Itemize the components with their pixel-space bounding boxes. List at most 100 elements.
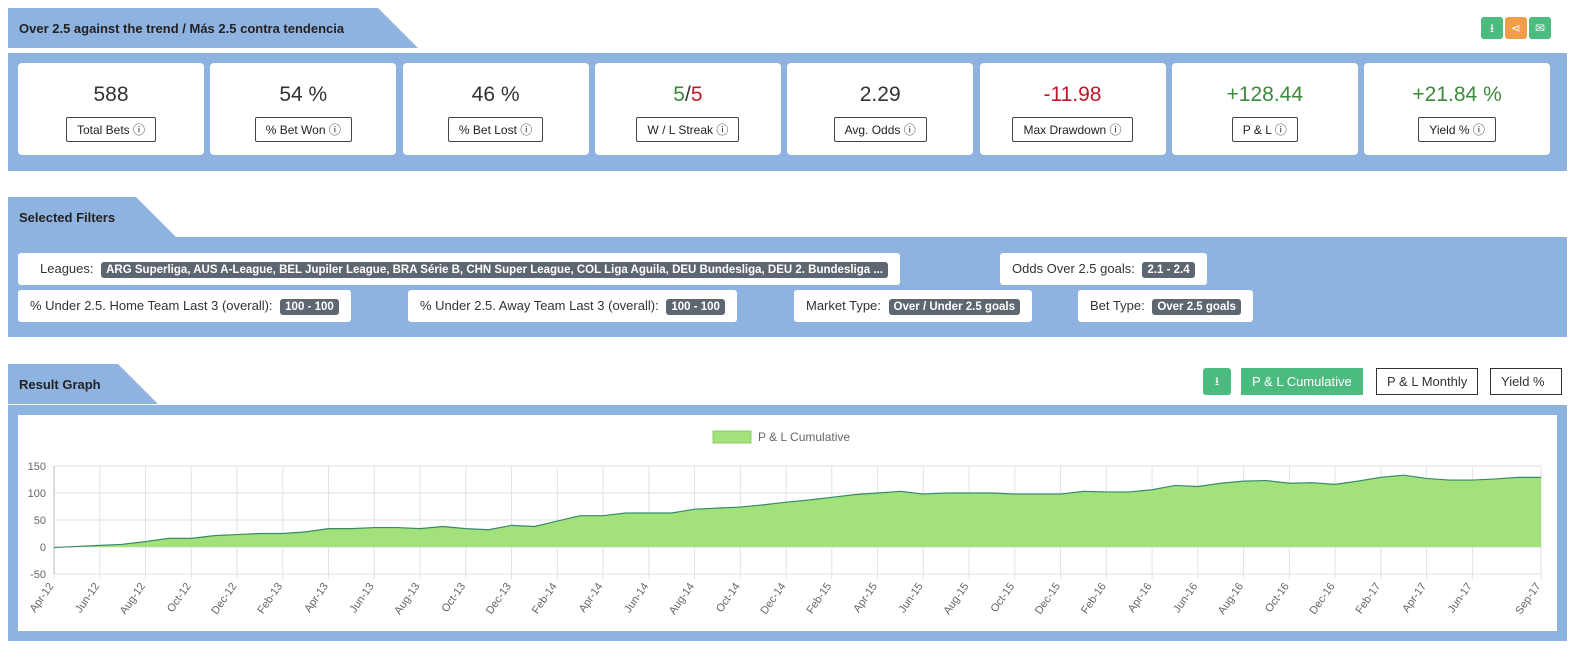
filter-item: Leagues: ARG Superliga, AUS A-League, BE… [18, 253, 900, 285]
filter-item: Bet Type: Over 2.5 goals [1078, 290, 1253, 322]
stat-card: 2.29 Avg. Odds ⓘ [787, 63, 974, 155]
tab-pl-cumulative[interactable]: P & L Cumulative [1241, 368, 1363, 395]
stat-card: 46 % % Bet Lost ⓘ [402, 63, 589, 155]
x-tick-label: Dec-15 [1033, 581, 1063, 617]
filters-title: Selected Filters [8, 197, 176, 237]
x-tick-label: Aug-12 [118, 581, 148, 617]
x-tick-label: Jun-12 [73, 581, 102, 615]
filter-item: Odds Over 2.5 goals: 2.1 - 2.4 [1000, 253, 1207, 285]
legend-label: P & L Cumulative [758, 430, 850, 444]
info-icon: ⓘ [328, 123, 341, 137]
stats-panel: 588 Total Bets ⓘ 54 % % Bet Won ⓘ 46 % % Bet … [8, 53, 1567, 171]
stat-label[interactable]: Max Drawdown ⓘ [1012, 117, 1133, 142]
filter-value: ARG Superliga, AUS A-League, BEL Jupiler… [101, 262, 888, 278]
x-tick-label: Dec-14 [758, 581, 788, 617]
pl-line [53, 474, 1541, 549]
filter-label: % Under 2.5. Home Team Last 3 (overall): [30, 298, 273, 313]
x-tick-label: Oct-15 [989, 581, 1018, 615]
y-tick-label: 50 [34, 515, 46, 527]
x-tick-label: Oct-16 [1263, 581, 1292, 615]
x-tick-label: Oct-13 [439, 581, 468, 615]
x-tick-label: Aug-14 [667, 581, 697, 617]
filter-value: Over 2.5 goals [1152, 299, 1241, 315]
x-tick-label: Jun-13 [348, 581, 377, 615]
pl-area [54, 475, 1541, 548]
filter-label: Leagues: [40, 261, 94, 276]
info-icon: ⓘ [716, 123, 729, 137]
stat-label[interactable]: Avg. Odds ⓘ [833, 117, 927, 142]
pl-chart: -50 0 50 100 150 Apr-12 Jun-12 Aug-12 Oct-12 Dec-… [28, 430, 1544, 617]
x-tick-label: Jun-16 [1171, 581, 1200, 615]
filter-value: 100 - 100 [666, 299, 725, 315]
info-icon: ⓘ [903, 123, 916, 137]
stat-card: 5/5 W / L Streak ⓘ [594, 63, 781, 155]
x-tick-label: Feb-14 [530, 581, 560, 616]
x-tick-label: Feb-16 [1079, 581, 1109, 616]
filter-label: % Under 2.5. Away Team Last 3 (overall): [420, 298, 659, 313]
x-tick-label: Jun-15 [897, 581, 926, 615]
filter-value: 2.1 - 2.4 [1142, 262, 1195, 278]
filter-item: % Under 2.5. Away Team Last 3 (overall):… [408, 290, 737, 322]
stat-card: 588 Total Bets ⓘ [18, 63, 204, 155]
x-tick-label: Apr-14 [577, 581, 606, 615]
stat-value: 54 % [279, 83, 328, 106]
filters-panel: Leagues: ARG Superliga, AUS A-League, BE… [8, 237, 1567, 337]
stat-value: 2.29 [859, 83, 901, 106]
filter-value: Over / Under 2.5 goals [888, 299, 1020, 315]
x-tick-label: Apr-16 [1126, 581, 1155, 615]
x-tick-label: Jun-17 [1446, 581, 1475, 615]
x-tick-label: Oct-14 [714, 581, 743, 615]
stat-label[interactable]: % Bet Won ⓘ [254, 117, 352, 142]
stat-value: 5/5 [673, 83, 703, 106]
x-tick-label: Oct-12 [165, 581, 194, 615]
filter-item: % Under 2.5. Home Team Last 3 (overall):… [18, 290, 351, 322]
x-tick-label: Aug-16 [1216, 581, 1246, 617]
info-icon: ⓘ [1472, 123, 1485, 137]
y-tick-label: 0 [40, 542, 46, 554]
stat-card: 54 % % Bet Won ⓘ [210, 63, 397, 155]
graph-title: Result Graph [8, 364, 158, 404]
envelope-icon[interactable]: ✉ [1529, 17, 1551, 39]
tab-pl-monthly[interactable]: P & L Monthly [1376, 368, 1479, 395]
x-tick-label: Apr-13 [302, 581, 331, 615]
stat-label[interactable]: W / L Streak ⓘ [636, 117, 740, 142]
x-tick-label: Dec-16 [1307, 581, 1337, 617]
stat-label[interactable]: % Bet Lost ⓘ [447, 117, 544, 142]
tab-yield[interactable]: Yield % [1490, 368, 1562, 395]
x-tick-label: Apr-17 [1400, 581, 1429, 615]
stat-label[interactable]: Total Bets ⓘ [65, 117, 157, 142]
stat-value: +128.44 [1226, 83, 1304, 106]
filter-label: Bet Type: [1090, 298, 1145, 313]
stat-value: 588 [93, 83, 129, 106]
filter-value: 100 - 100 [280, 299, 339, 315]
filter-label: Market Type: [806, 298, 881, 313]
chart-download-button[interactable]: ⭳ [1203, 368, 1231, 395]
legend-swatch [712, 430, 752, 444]
stat-value: 46 % [471, 83, 520, 106]
x-tick-label: Feb-17 [1353, 581, 1383, 616]
stat-card: +128.44 P & L ⓘ [1171, 63, 1358, 155]
x-tick-label: Apr-12 [28, 581, 57, 615]
info-icon: ⓘ [133, 123, 146, 137]
x-tick-label: Sep-17 [1513, 581, 1543, 617]
header-title: Over 2.5 against the trend / Más 2.5 con… [8, 8, 418, 48]
x-tick-label: Jun-14 [622, 581, 651, 615]
filter-item: Market Type: Over / Under 2.5 goals [794, 290, 1032, 322]
y-tick-label: 100 [28, 488, 46, 500]
x-tick-label: Feb-13 [255, 581, 285, 616]
x-tick-label: Apr-15 [851, 581, 880, 615]
stat-card: +21.84 % Yield % ⓘ [1364, 63, 1551, 155]
info-icon: ⓘ [1274, 123, 1287, 137]
stat-card: -11.98 Max Drawdown ⓘ [979, 63, 1166, 155]
x-tick-label: Feb-15 [804, 581, 834, 616]
info-icon: ⓘ [1109, 123, 1122, 137]
stat-label[interactable]: P & L ⓘ [1231, 117, 1298, 142]
share-icon[interactable]: ⋖ [1505, 17, 1527, 39]
y-tick-label: 150 [28, 461, 46, 473]
x-tick-label: Dec-12 [209, 581, 239, 617]
download-icon[interactable]: ⭳ [1481, 17, 1503, 39]
x-tick-label: Dec-13 [484, 581, 514, 617]
stat-value: -11.98 [1043, 83, 1102, 106]
stat-label[interactable]: Yield % ⓘ [1418, 117, 1496, 142]
y-tick-label: -50 [30, 569, 46, 581]
